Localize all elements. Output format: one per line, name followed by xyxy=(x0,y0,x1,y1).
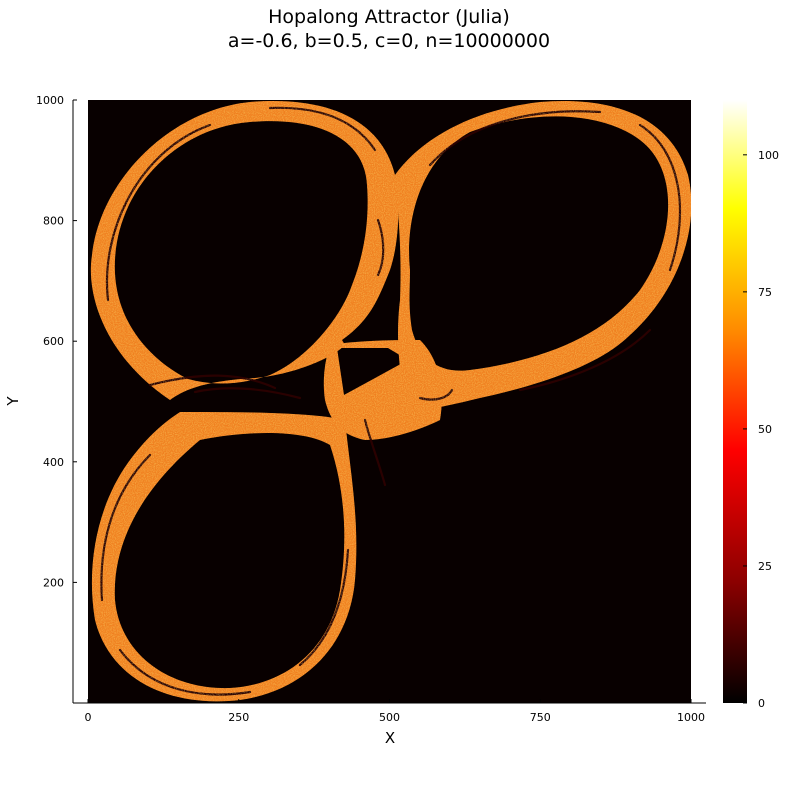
chart-title: Hopalong Attractor (Julia) xyxy=(268,6,510,28)
colorbar-tick-label: 50 xyxy=(758,423,772,436)
attractor-density xyxy=(90,100,691,702)
chart-subtitle: a=-0.6, b=0.5, c=0, n=10000000 xyxy=(228,30,550,52)
x-tick-label: 250 xyxy=(228,711,249,724)
x-tick-label: 500 xyxy=(379,711,400,724)
y-tick-label: 200 xyxy=(43,576,64,589)
x-axis-label: X xyxy=(385,729,395,747)
y-tick-label: 1000 xyxy=(36,94,64,107)
y-tick-label: 800 xyxy=(43,215,64,228)
y-axis-label: Y xyxy=(4,396,22,407)
x-axis-ticks: 0 250 500 750 1000 xyxy=(85,699,705,724)
x-tick-label: 0 xyxy=(85,711,92,724)
x-tick-label: 1000 xyxy=(677,711,705,724)
colorbar-tick-label: 0 xyxy=(758,697,765,710)
colorbar-tick-label: 75 xyxy=(758,286,772,299)
colorbar-tick-label: 25 xyxy=(758,560,772,573)
colorbar-ticks: 0 25 50 75 100 xyxy=(743,149,779,710)
x-tick-label: 750 xyxy=(530,711,551,724)
y-axis-ticks: 200 400 600 800 1000 xyxy=(36,94,77,589)
y-tick-label: 600 xyxy=(43,335,64,348)
colorbar-tick-label: 100 xyxy=(758,149,779,162)
y-tick-label: 400 xyxy=(43,456,64,469)
colorbar xyxy=(723,100,747,703)
